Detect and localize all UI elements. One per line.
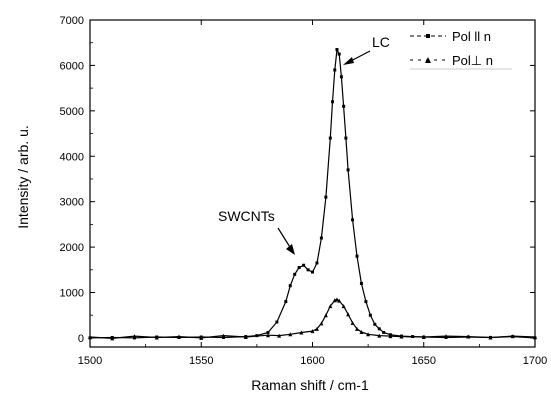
series-0-point bbox=[373, 322, 377, 326]
series-0-point bbox=[319, 236, 323, 240]
x-axis-title: Raman shift / cm-1 bbox=[251, 377, 369, 393]
series-0-point bbox=[337, 52, 341, 56]
series-0-point bbox=[266, 330, 270, 334]
y-tick-label: 0 bbox=[78, 333, 84, 345]
series-0-point bbox=[368, 313, 372, 317]
series-0-point bbox=[331, 100, 335, 104]
series-1-point bbox=[110, 336, 115, 341]
y-tick-label: 2000 bbox=[60, 242, 84, 254]
series-0-point bbox=[324, 195, 328, 199]
x-tick-label: 1650 bbox=[412, 355, 436, 367]
series-0-point bbox=[328, 136, 332, 140]
series-1-point bbox=[466, 334, 471, 339]
series-1-point bbox=[366, 332, 371, 337]
series-1-point bbox=[310, 329, 315, 334]
series-0-point bbox=[359, 281, 363, 285]
y-tick-label: 4000 bbox=[60, 151, 84, 163]
y-axis-title: Intensity / arb. u. bbox=[15, 125, 31, 229]
series-1-point bbox=[299, 330, 304, 335]
series-0-point bbox=[339, 75, 343, 79]
series-1-point bbox=[177, 334, 181, 339]
y-axis-ticks: 0 1000 2000 3000 4000 5000 6000 7000 bbox=[60, 15, 535, 345]
annotations: LC SWCNTs bbox=[218, 34, 390, 255]
series-1-point bbox=[388, 334, 393, 339]
series-1-point bbox=[334, 297, 339, 302]
legend-marker-pol-parallel bbox=[426, 34, 430, 38]
series-1-point bbox=[221, 333, 226, 338]
legend-label-pol-perpendicular: Pol⊥ n bbox=[452, 53, 493, 68]
series-1-point bbox=[277, 333, 282, 338]
series-0-point bbox=[377, 327, 381, 331]
series-0-point bbox=[382, 330, 386, 334]
series-1-point bbox=[266, 333, 270, 338]
x-tick-label: 1700 bbox=[523, 355, 547, 367]
series-1-point bbox=[421, 335, 426, 340]
series-line-0 bbox=[89, 48, 536, 339]
series-1-point bbox=[243, 335, 248, 340]
series-1-point bbox=[319, 321, 324, 326]
series-1-point bbox=[533, 335, 537, 340]
series-1-point bbox=[288, 332, 293, 337]
series-0-point bbox=[311, 270, 314, 274]
series-1-point bbox=[132, 334, 137, 339]
x-tick-label: 1600 bbox=[300, 355, 324, 367]
series-1-point bbox=[88, 335, 92, 340]
series-1-point bbox=[341, 304, 346, 309]
annotation-lc-arrowhead bbox=[343, 57, 354, 65]
annotation-swcnts-arrowhead bbox=[286, 244, 295, 255]
series-0-point bbox=[342, 104, 346, 108]
series-0-point bbox=[346, 168, 350, 172]
series-1-point bbox=[314, 326, 319, 331]
series-layer bbox=[88, 48, 537, 341]
annotation-lc: LC bbox=[372, 34, 390, 50]
series-1-point bbox=[359, 330, 364, 335]
series-0-point bbox=[302, 263, 306, 267]
series-0-point bbox=[335, 48, 339, 52]
series-0-point bbox=[364, 300, 368, 304]
annotation-swcnts: SWCNTs bbox=[218, 208, 275, 224]
series-1-point bbox=[399, 334, 404, 339]
series-0-point bbox=[293, 272, 297, 276]
legend-marker-pol-perpendicular bbox=[425, 57, 431, 63]
series-1-point bbox=[323, 313, 328, 318]
y-tick-label: 6000 bbox=[60, 60, 84, 72]
x-tick-label: 1500 bbox=[78, 355, 102, 367]
series-1-point bbox=[377, 333, 382, 338]
y-tick-label: 3000 bbox=[60, 197, 84, 209]
series-1-point bbox=[346, 312, 351, 317]
series-0-point bbox=[284, 300, 288, 304]
series-0-point bbox=[297, 266, 301, 270]
series-0-point bbox=[315, 261, 319, 265]
series-1-point bbox=[488, 335, 493, 340]
series-1-point bbox=[328, 304, 333, 309]
y-tick-label: 1000 bbox=[60, 288, 84, 300]
legend-label-pol-parallel: Pol ll n bbox=[452, 29, 491, 44]
series-1-point bbox=[444, 334, 448, 339]
series-0-point bbox=[351, 218, 355, 222]
x-axis-ticks: 1500 1550 1600 1650 1700 bbox=[78, 20, 547, 367]
series-1-point bbox=[199, 335, 204, 340]
legend: Pol ll n Pol⊥ n bbox=[410, 29, 512, 70]
series-1-point bbox=[154, 335, 159, 340]
x-tick-label: 1550 bbox=[189, 355, 213, 367]
series-1-point bbox=[510, 334, 515, 339]
series-0-point bbox=[344, 136, 348, 140]
series-0-point bbox=[288, 284, 292, 288]
series-0-point bbox=[275, 320, 279, 324]
series-1-point bbox=[355, 326, 359, 331]
series-0-point bbox=[306, 268, 310, 272]
series-1-point bbox=[350, 320, 355, 325]
series-1-point bbox=[337, 298, 342, 303]
y-tick-label: 7000 bbox=[60, 15, 84, 27]
y-tick-label: 5000 bbox=[60, 106, 84, 118]
series-0-point bbox=[333, 68, 337, 72]
series-0-point bbox=[355, 254, 359, 258]
